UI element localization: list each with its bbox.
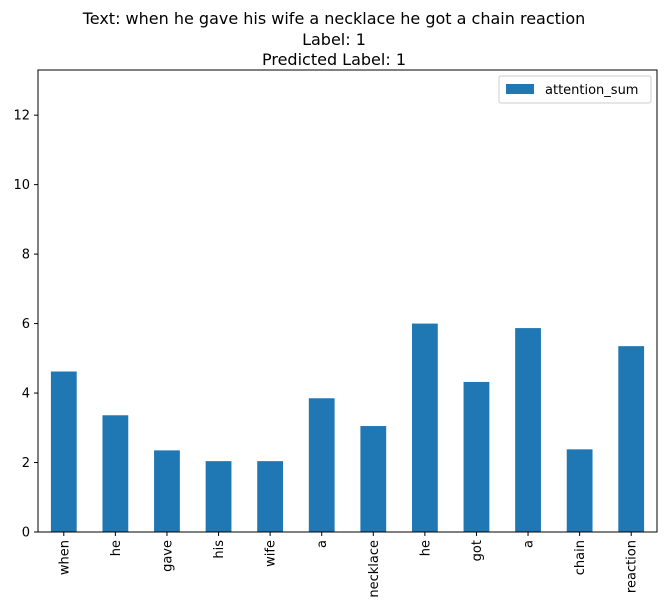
x-tick-label-4: wife: [264, 540, 279, 567]
chart-title-line-2: Label: 1: [302, 30, 366, 49]
bar-6-necklace: [360, 426, 387, 532]
plot-frame: [37, 69, 658, 533]
bar-2-gave: [154, 450, 180, 532]
x-tick-label-1: he: [109, 540, 124, 556]
bar-3-his: [205, 461, 232, 532]
x-tick-label-5: a: [315, 540, 330, 548]
bar-0-when: [50, 371, 77, 532]
x-tick-label-7: he: [418, 540, 433, 556]
legend: attention_sum: [498, 75, 652, 104]
chart-title-line-3: Predicted Label: 1: [262, 50, 406, 69]
y-tick-label-0: 0: [22, 526, 30, 541]
x-tick-label-2: gave: [160, 540, 175, 572]
y-tick-label-4: 4: [22, 387, 30, 402]
x-tick-label-3: his: [212, 540, 227, 559]
chart-title-line-1: Text: when he gave his wife a necklace h…: [82, 9, 586, 28]
bar-9-a: [515, 328, 541, 532]
x-tick-label-10: chain: [573, 540, 588, 575]
x-tick-label-6: necklace: [367, 540, 382, 598]
x-tick-label-11: reaction: [625, 540, 640, 593]
y-tick-label-6: 6: [22, 317, 30, 332]
x-tick-label-0: when: [57, 540, 72, 575]
bar-1-he: [102, 415, 129, 532]
x-axis: when he gave his wife a necklace he got a chain rea…: [57, 532, 640, 598]
bars-group: [50, 323, 645, 532]
bar-5-a: [308, 398, 335, 532]
legend-label: attention_sum: [545, 83, 638, 98]
y-tick-label-8: 8: [22, 248, 30, 263]
bar-11-reaction: [618, 346, 645, 532]
y-tick-label-10: 10: [13, 178, 30, 193]
x-tick-label-9: a: [522, 540, 537, 548]
y-tick-label-2: 2: [22, 456, 30, 471]
y-axis: 0 2 4 6 8 10 12: [13, 109, 38, 541]
legend-box: [498, 75, 652, 104]
chart-title: Text: when he gave his wife a necklace h…: [82, 9, 586, 69]
legend-swatch: [506, 84, 534, 94]
bar-4-wife: [257, 461, 284, 532]
x-tick-label-8: got: [470, 540, 485, 561]
bar-8-got: [463, 381, 490, 532]
y-tick-label-12: 12: [13, 109, 30, 124]
bar-10-chain: [566, 449, 593, 532]
bar-7-he: [411, 323, 438, 532]
